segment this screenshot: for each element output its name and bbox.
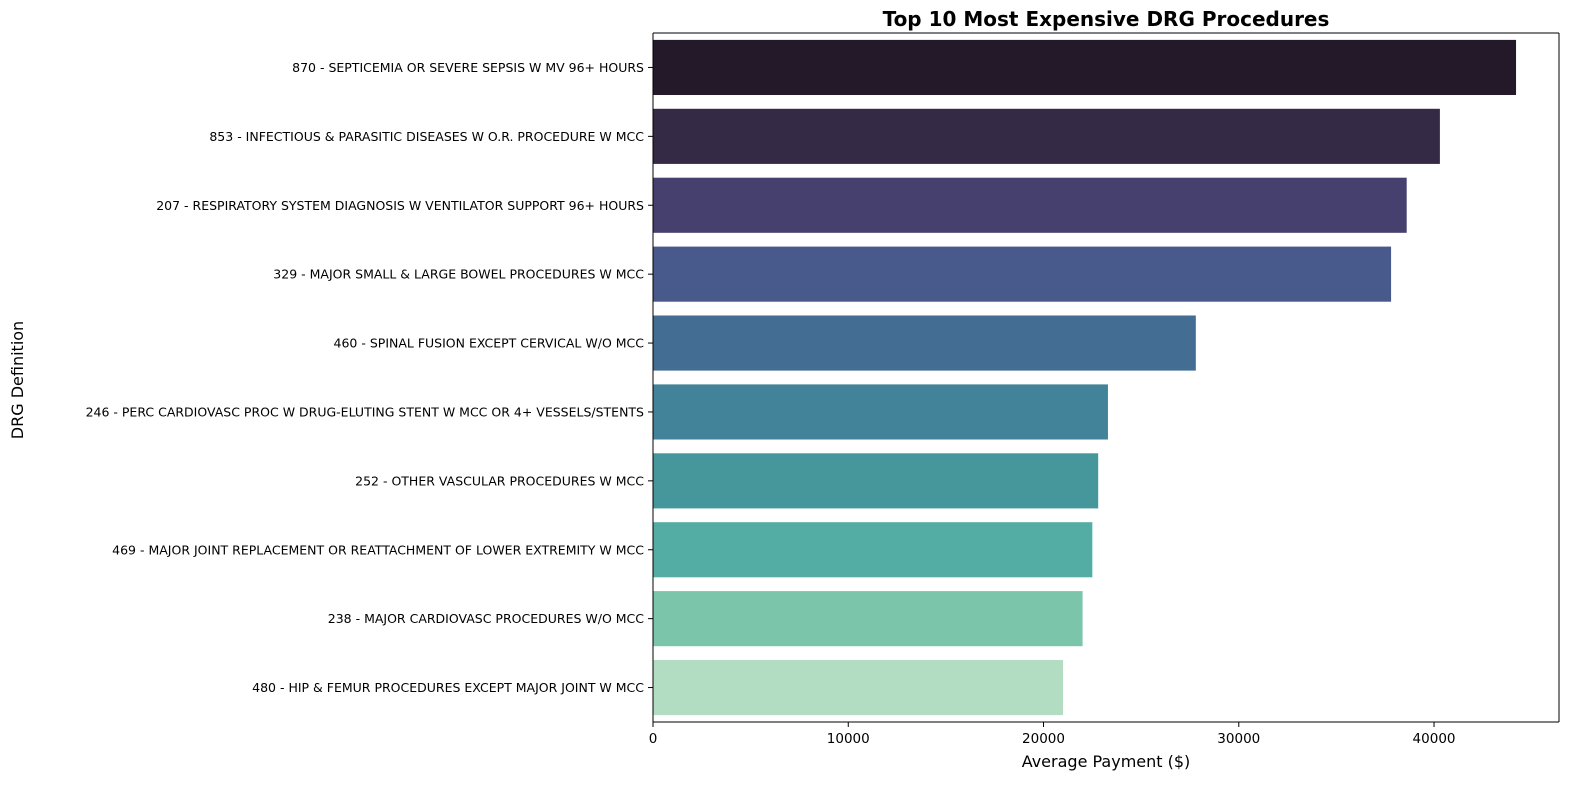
bar — [653, 453, 1099, 509]
y-axis-label: DRG Definition — [8, 321, 27, 439]
category-label: 460 - SPINAL FUSION EXCEPT CERVICAL W/O … — [334, 336, 645, 351]
category-label: 252 - OTHER VASCULAR PROCEDURES W MCC — [355, 473, 644, 488]
bar — [653, 39, 1517, 96]
category-label: 853 - INFECTIOUS & PARASITIC DISEASES W … — [209, 129, 644, 144]
bar — [653, 177, 1407, 233]
x-tick-label: 20000 — [1022, 731, 1065, 747]
bar — [653, 522, 1093, 578]
category-labels-group: 870 - SEPTICEMIA OR SEVERE SEPSIS W MV 9… — [86, 60, 653, 695]
category-label: 870 - SEPTICEMIA OR SEVERE SEPSIS W MV 9… — [292, 60, 644, 75]
category-label: 480 - HIP & FEMUR PROCEDURES EXCEPT MAJO… — [252, 680, 644, 695]
x-tick-label: 0 — [649, 731, 658, 747]
category-label: 238 - MAJOR CARDIOVASC PROCEDURES W/O MC… — [328, 611, 645, 626]
bar — [653, 108, 1440, 164]
bar — [653, 315, 1196, 371]
category-label: 329 - MAJOR SMALL & LARGE BOWEL PROCEDUR… — [273, 267, 644, 282]
x-axis-label: Average Payment ($) — [1022, 752, 1191, 771]
x-tick-label: 40000 — [1413, 731, 1456, 747]
category-label: 469 - MAJOR JOINT REPLACEMENT OR REATTAC… — [112, 542, 644, 557]
bar — [653, 246, 1392, 302]
x-tick-label: 30000 — [1217, 731, 1260, 747]
bar — [653, 591, 1083, 647]
x-tick-label: 10000 — [827, 731, 870, 747]
bar — [653, 659, 1064, 716]
chart-title: Top 10 Most Expensive DRG Procedures — [883, 7, 1330, 31]
x-axis-ticks-group: 0 10000 20000 30000 40000 — [649, 722, 1456, 747]
category-label: 246 - PERC CARDIOVASC PROC W DRUG-ELUTIN… — [86, 404, 644, 419]
bar — [653, 384, 1108, 440]
category-label: 207 - RESPIRATORY SYSTEM DIAGNOSIS W VEN… — [156, 198, 644, 213]
bars-group — [653, 39, 1517, 716]
